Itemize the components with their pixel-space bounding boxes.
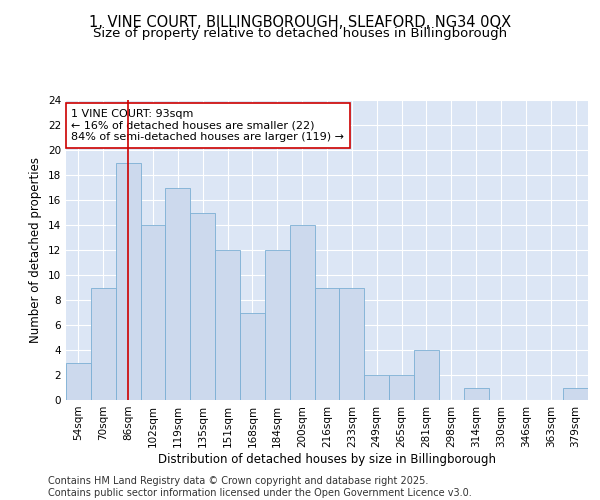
Bar	[91, 288, 116, 400]
Bar	[364, 375, 389, 400]
Text: 1, VINE COURT, BILLINGBOROUGH, SLEAFORD, NG34 0QX: 1, VINE COURT, BILLINGBOROUGH, SLEAFORD,…	[89, 15, 511, 30]
Bar	[140, 225, 166, 400]
Text: 1 VINE COURT: 93sqm
← 16% of detached houses are smaller (22)
84% of semi-detach: 1 VINE COURT: 93sqm ← 16% of detached ho…	[71, 109, 344, 142]
Bar	[66, 362, 91, 400]
X-axis label: Distribution of detached houses by size in Billingborough: Distribution of detached houses by size …	[158, 452, 496, 466]
Bar	[414, 350, 439, 400]
Bar	[116, 162, 140, 400]
Text: Size of property relative to detached houses in Billingborough: Size of property relative to detached ho…	[93, 28, 507, 40]
Text: Contains HM Land Registry data © Crown copyright and database right 2025.
Contai: Contains HM Land Registry data © Crown c…	[48, 476, 472, 498]
Bar	[190, 212, 215, 400]
Bar	[215, 250, 240, 400]
Bar	[340, 288, 364, 400]
Y-axis label: Number of detached properties: Number of detached properties	[29, 157, 43, 343]
Bar	[563, 388, 588, 400]
Bar	[240, 312, 265, 400]
Bar	[290, 225, 314, 400]
Bar	[464, 388, 488, 400]
Bar	[389, 375, 414, 400]
Bar	[166, 188, 190, 400]
Bar	[314, 288, 340, 400]
Bar	[265, 250, 290, 400]
